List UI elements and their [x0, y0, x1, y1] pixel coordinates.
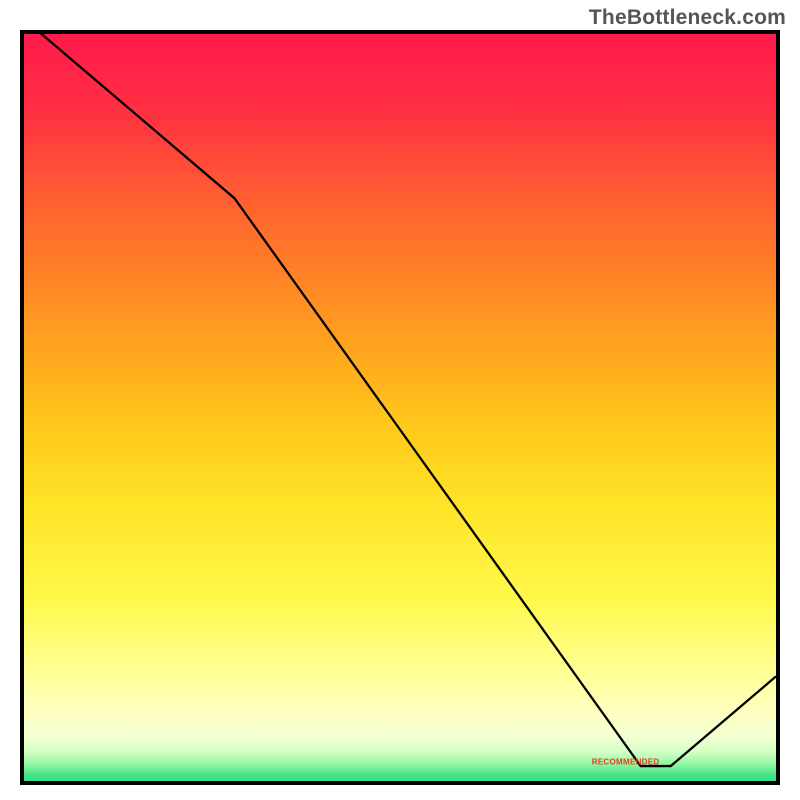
- bottleneck-curve-chart: TheBottleneck.com RECOMMENDED: [0, 0, 800, 800]
- watermark-label: TheBottleneck.com: [589, 6, 786, 30]
- plot-area: RECOMMENDED: [20, 30, 780, 785]
- curve-line: [24, 34, 776, 781]
- recommended-zone-label: RECOMMENDED: [592, 757, 660, 766]
